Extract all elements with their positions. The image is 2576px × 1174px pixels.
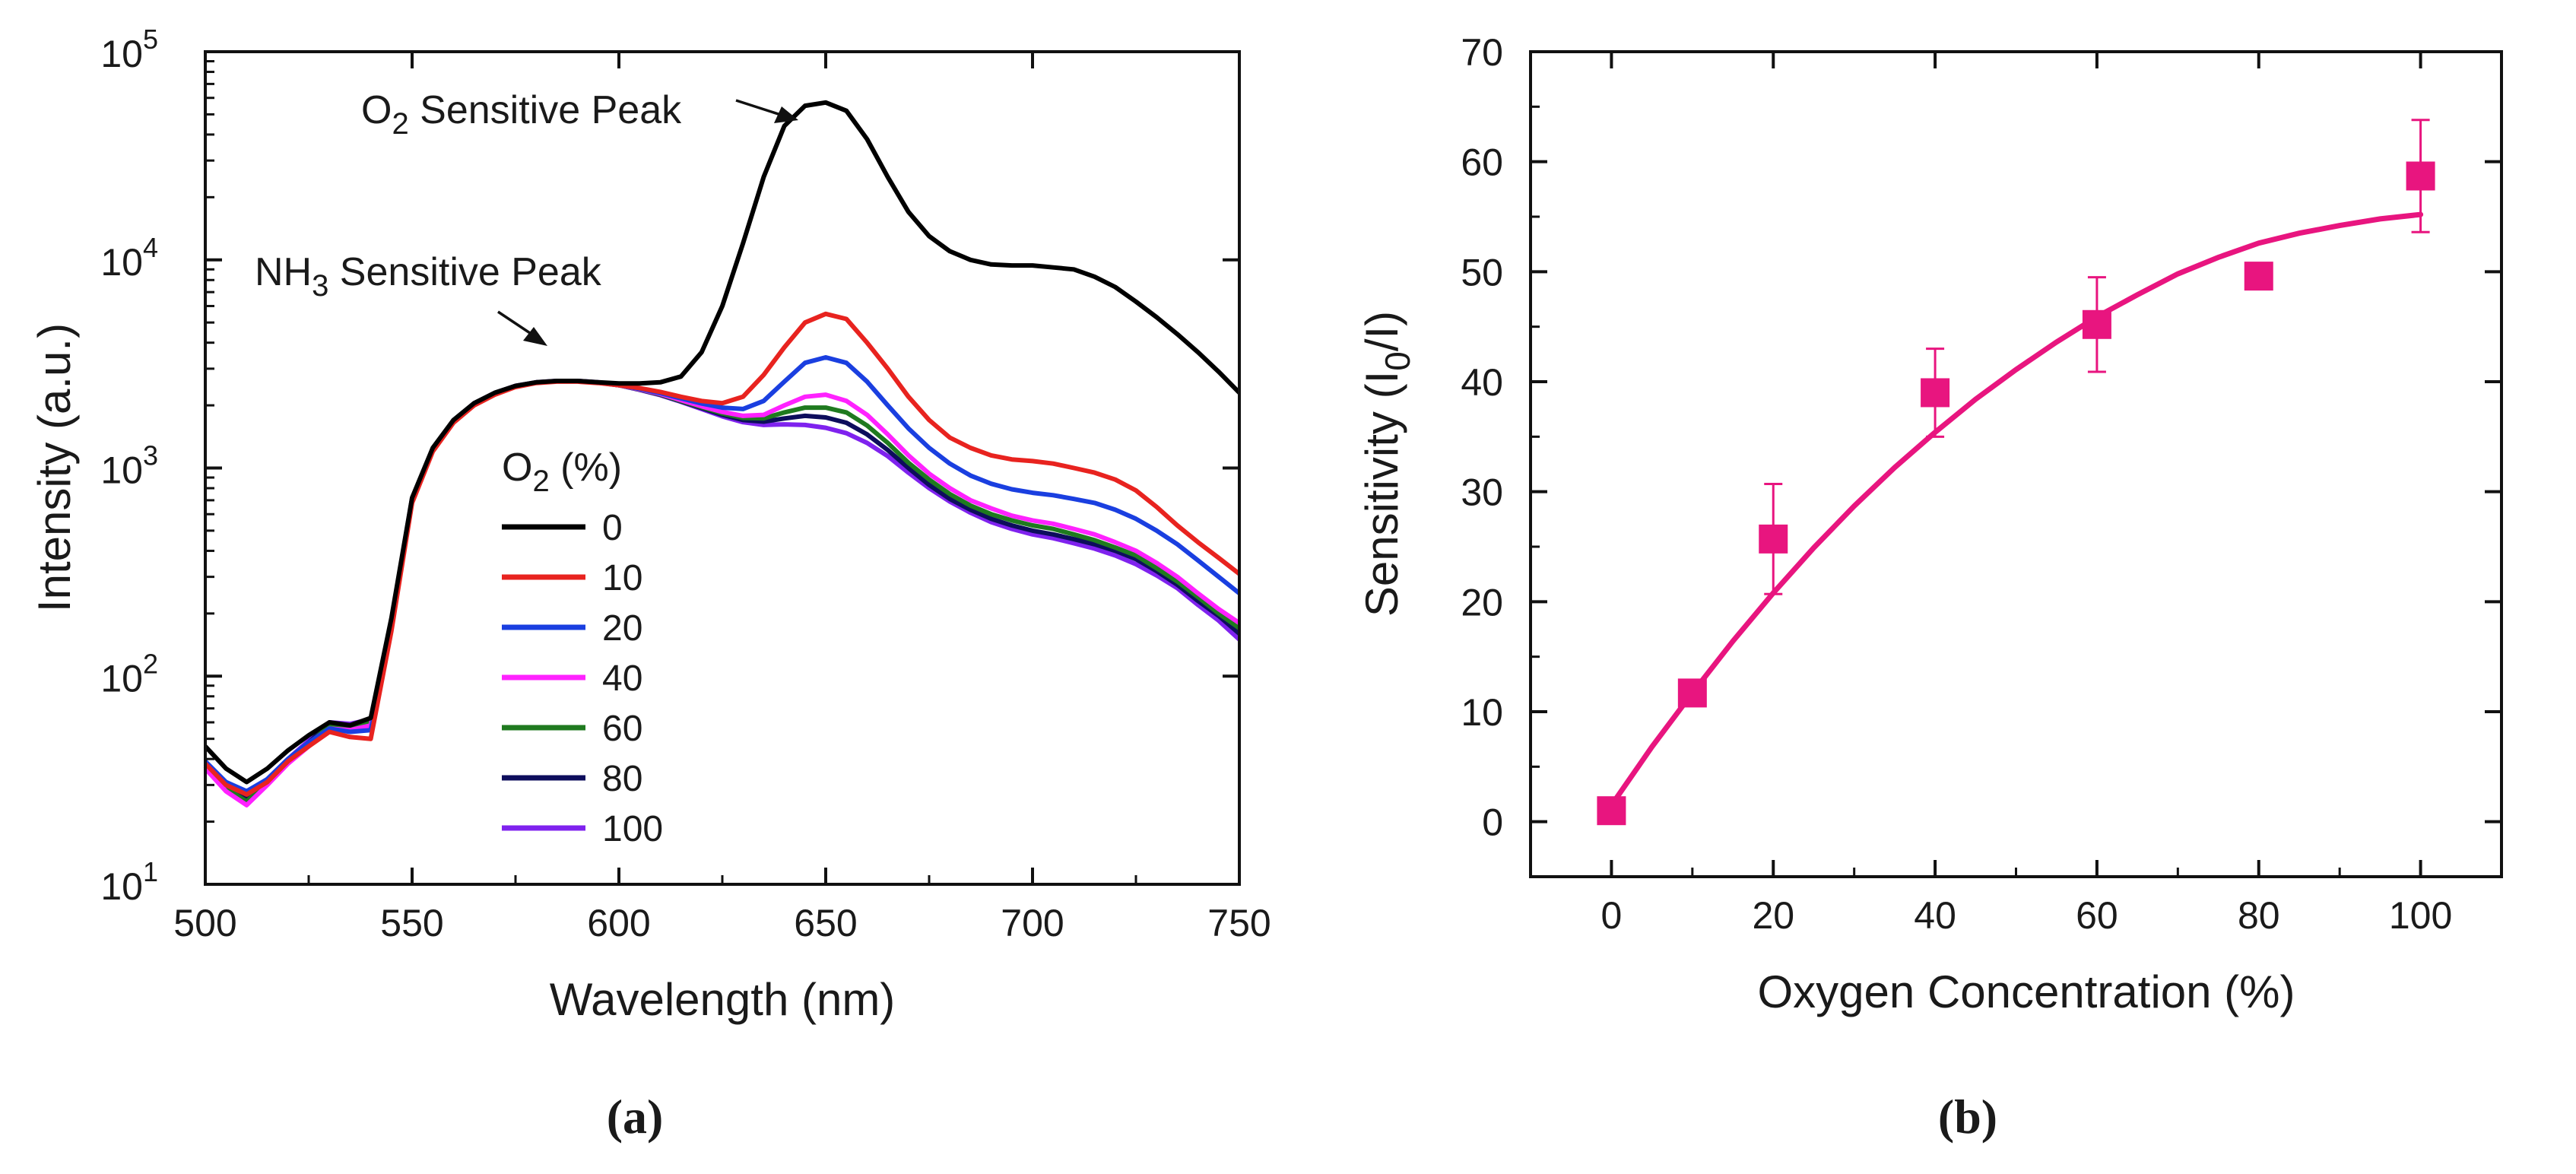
b-marker — [1921, 378, 1950, 408]
a-legend-label: 80 — [602, 759, 642, 799]
svg-text:O2 Sensitive Peak: O2 Sensitive Peak — [361, 88, 682, 141]
a-series-line-10 — [203, 311, 1241, 797]
a-annotation-o2-peak: O2 Sensitive Peak — [361, 88, 798, 141]
b-y-tick-label: 40 — [1461, 361, 1503, 404]
a-legend-title: O2 (%) — [502, 446, 622, 498]
b-y-tick-label: 50 — [1461, 251, 1503, 294]
b-data-point — [1759, 483, 1788, 595]
a-legend-item-60: 60 — [502, 709, 642, 749]
b-y-tick-label: 30 — [1461, 471, 1503, 514]
a-legend-label: 20 — [602, 608, 642, 649]
b-data-point — [2082, 276, 2111, 373]
a-y-tick-label: 102 — [100, 648, 158, 700]
a-legend-item-20: 20 — [502, 608, 642, 649]
a-x-tick-label: 650 — [794, 902, 857, 944]
a-x-tick-label: 550 — [380, 902, 443, 944]
b-x-axis: 0 20 40 60 80 100 — [1529, 52, 2503, 937]
b-marker — [2244, 262, 2273, 291]
b-marker — [2082, 309, 2111, 339]
b-x-tick-label: 80 — [2238, 894, 2280, 937]
a-y-axis: 101 102 103 104 105 — [100, 24, 1239, 908]
b-y-tick-label: 20 — [1461, 581, 1503, 623]
a-x-axis-label: Wavelength (nm) — [550, 974, 896, 1025]
a-legend-item-100: 100 — [502, 809, 663, 849]
b-y-tick-label: 60 — [1461, 141, 1503, 184]
a-x-tick-label: 750 — [1207, 902, 1271, 944]
a-legend-item-40: 40 — [502, 658, 642, 699]
b-x-tick-label: 100 — [2389, 894, 2452, 937]
a-x-tick-label: 700 — [1001, 902, 1064, 944]
b-data-point — [2406, 119, 2435, 233]
a-x-axis: 500 550 600 650 700 750 — [173, 52, 1271, 944]
b-y-axis: 0 10 20 30 40 50 60 70 — [1461, 31, 2501, 878]
svg-text:NH3 Sensitive Peak: NH3 Sensitive Peak — [255, 250, 602, 303]
b-data-point — [1921, 347, 1950, 438]
a-legend-label: 10 — [602, 558, 642, 598]
b-x-tick-label: 0 — [1601, 894, 1623, 937]
b-marker — [2406, 161, 2435, 191]
a-legend-label: 60 — [602, 709, 642, 749]
b-x-tick-label: 60 — [2076, 894, 2118, 937]
b-data-point — [2244, 262, 2273, 291]
b-data-points — [1597, 119, 2435, 826]
b-marker — [1677, 678, 1707, 708]
a-y-tick-label: 101 — [100, 856, 158, 908]
a-series-line-0 — [203, 100, 1242, 785]
a-x-tick-label: 500 — [173, 902, 236, 944]
a-y-tick-label: 103 — [100, 440, 158, 492]
a-y-axis-label: Intensity (a.u.) — [29, 323, 80, 612]
a-y-tick-label: 104 — [100, 232, 158, 284]
b-marker — [1597, 796, 1626, 826]
b-y-tick-label: 70 — [1461, 31, 1503, 74]
a-x-tick-label: 600 — [587, 902, 650, 944]
b-x-axis-label: Oxygen Concentration (%) — [1758, 966, 2295, 1017]
a-annotation-nh3-peak: NH3 Sensitive Peak — [255, 250, 602, 346]
b-x-tick-label: 40 — [1914, 894, 1956, 937]
b-y-tick-label: 0 — [1482, 801, 1503, 844]
b-fit-curve — [1608, 211, 2424, 808]
a-spectra-curves — [203, 100, 1242, 808]
b-x-tick-label: 20 — [1752, 894, 1794, 937]
b-y-tick-label: 10 — [1461, 691, 1503, 734]
a-legend-item-80: 80 — [502, 759, 642, 799]
b-data-point — [1677, 678, 1707, 708]
panel-label-a: (a) — [607, 1090, 664, 1144]
a-legend-label: 40 — [602, 658, 642, 699]
a-legend-item-0: 0 — [502, 508, 623, 548]
a-legend-label: 0 — [602, 508, 623, 548]
b-data-point — [1597, 796, 1626, 826]
chart-b-sensitivity: 0 20 40 60 80 100 0 10 20 30 40 50 60 70 Oxygen Conc… — [1356, 31, 2503, 1017]
a-y-tick-label: 105 — [100, 24, 158, 75]
b-marker — [1759, 524, 1788, 554]
panel-label-b: (b) — [1938, 1090, 1997, 1144]
a-legend-item-10: 10 — [502, 558, 642, 598]
a-legend-label: 100 — [602, 809, 663, 849]
b-fit-line — [1608, 211, 2424, 808]
b-y-axis-label: Sensitivity (I0/I) — [1356, 311, 1417, 617]
a-legend: O2 (%) 0 10 20 40 60 80 100 — [502, 446, 663, 849]
